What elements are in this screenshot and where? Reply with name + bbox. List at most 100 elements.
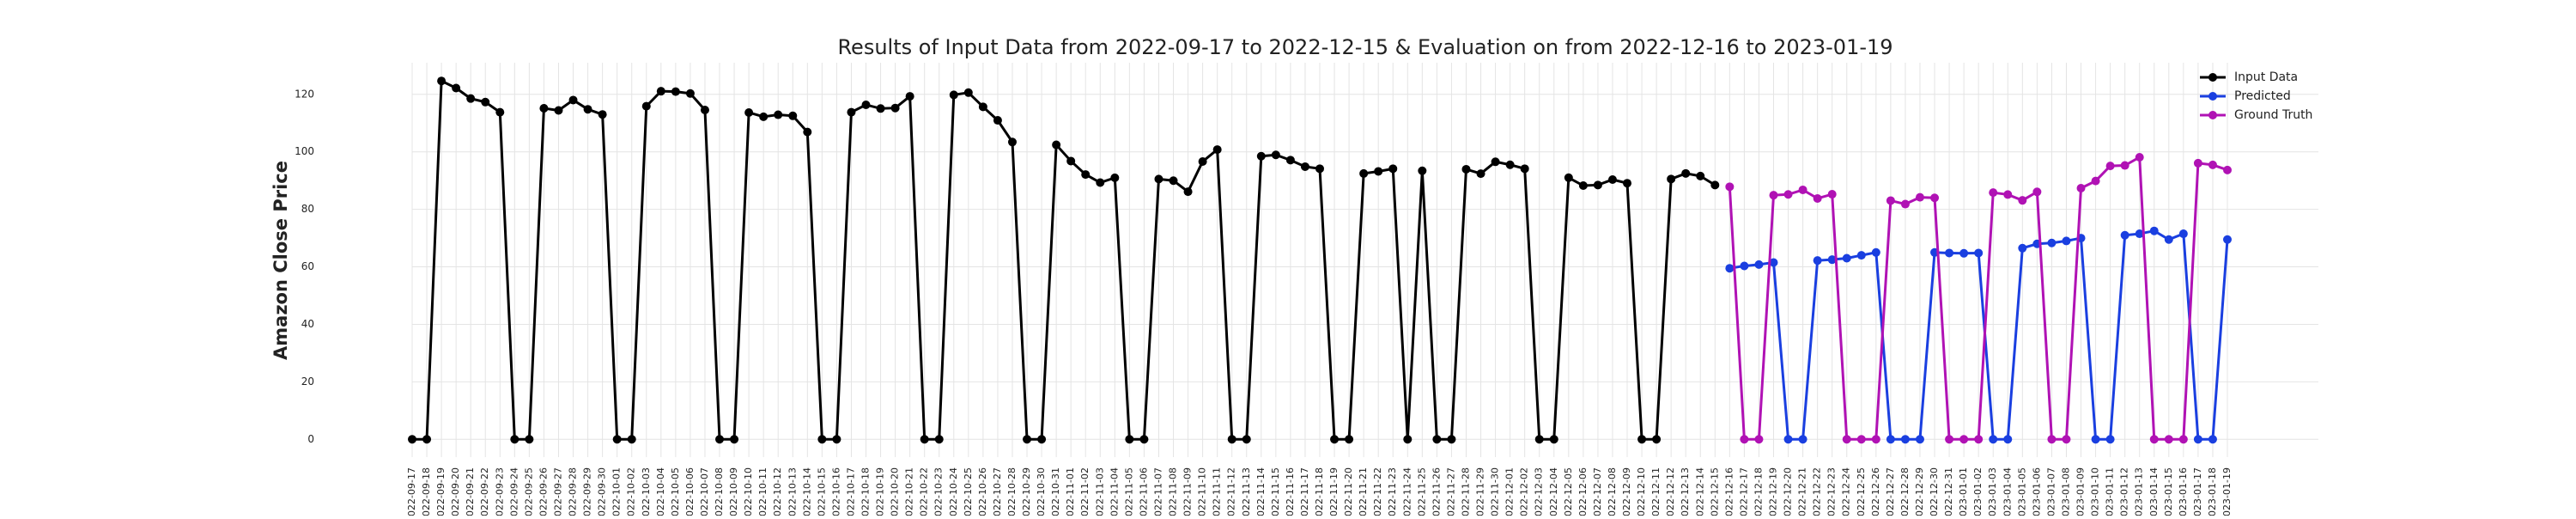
point (1856, 435, 1866, 444)
point (1989, 435, 1998, 444)
point (1667, 174, 1676, 184)
point (1564, 173, 1573, 182)
point (876, 104, 885, 113)
x-tick-label: 2022-10-11 (757, 467, 769, 516)
point (452, 83, 461, 93)
point (832, 435, 841, 444)
x-tick-label: 2022-10-30 (1036, 467, 1047, 516)
point (1989, 188, 1998, 198)
legend-marker (2208, 92, 2217, 101)
point (1169, 176, 1178, 186)
point (1359, 168, 1369, 178)
point (1754, 260, 1764, 269)
point (1886, 196, 1895, 205)
x-tick-label: 2023-01-12 (2119, 467, 2130, 516)
point (1798, 185, 1807, 194)
point (993, 116, 1002, 125)
x-tick-label: 2023-01-13 (2134, 467, 2145, 516)
point (1271, 150, 1280, 160)
x-tick-label: 2022-12-04 (1548, 467, 1559, 516)
x-tick-label: 2022-09-21 (465, 467, 476, 516)
x-tick-label: 2022-11-06 (1138, 467, 1149, 516)
x-tick-label: 2022-10-05 (670, 467, 681, 516)
point (861, 100, 871, 109)
point (730, 435, 739, 444)
x-tick-label: 2022-12-22 (1812, 467, 1823, 516)
x-tick-label: 2022-12-26 (1870, 467, 1881, 516)
point (978, 102, 987, 112)
point (2164, 235, 2173, 244)
x-tick-label: 2022-11-27 (1445, 467, 1456, 516)
x-tick-label: 2022-11-02 (1079, 467, 1091, 516)
x-tick-label: 2022-11-19 (1328, 467, 1340, 516)
point (1593, 180, 1602, 190)
x-tick-label: 2022-10-22 (919, 467, 930, 516)
point (2047, 435, 2057, 444)
x-tick-label: 2023-01-10 (2090, 467, 2101, 516)
point (2178, 229, 2188, 239)
legend-label: Ground Truth (2234, 108, 2312, 122)
x-tick-label: 2022-12-29 (1914, 467, 1925, 516)
point (744, 107, 754, 117)
x-tick-label: 2022-11-17 (1299, 467, 1310, 516)
x-tick-label: 2022-11-29 (1475, 467, 1486, 516)
y-tick-label: 80 (301, 203, 314, 215)
point (1242, 435, 1251, 444)
point (817, 435, 827, 444)
point (1637, 435, 1647, 444)
point (1900, 199, 1910, 209)
x-tick-label: 2022-12-25 (1856, 467, 1867, 516)
point (1285, 156, 1295, 165)
point (2193, 435, 2202, 444)
point (1154, 174, 1163, 184)
point (1740, 261, 1749, 271)
point (1769, 258, 1778, 267)
point (2208, 160, 2217, 169)
point (1827, 190, 1837, 199)
point (2076, 183, 2086, 192)
x-tick-label: 2022-09-18 (421, 467, 432, 516)
x-tick-label: 2022-10-07 (699, 467, 710, 516)
point (2047, 238, 2057, 247)
x-tick-label: 2022-12-03 (1534, 467, 1545, 516)
point (1315, 164, 1324, 174)
point (1007, 137, 1017, 147)
x-tick-label: 2022-10-06 (684, 467, 696, 516)
point (1461, 164, 1471, 174)
point (656, 87, 665, 96)
point (1578, 181, 1588, 191)
point (1798, 435, 1807, 444)
x-tick-label: 2023-01-02 (1972, 467, 1984, 516)
x-tick-label: 2022-09-22 (479, 467, 490, 516)
point (1959, 435, 1969, 444)
x-tick-label: 2023-01-04 (2002, 467, 2013, 516)
x-tick-label: 2022-09-19 (435, 467, 447, 516)
point (1681, 168, 1691, 178)
x-tick-label: 2022-12-11 (1650, 467, 1662, 516)
point (481, 97, 490, 107)
point (2135, 229, 2144, 239)
x-tick-label: 2022-10-16 (830, 467, 841, 516)
point (1300, 162, 1309, 171)
legend-label: Predicted (2234, 89, 2291, 103)
point (1652, 435, 1662, 444)
point (2105, 162, 2115, 171)
x-tick-label: 2023-01-01 (1958, 467, 1969, 516)
point (1476, 169, 1485, 179)
x-tick-label: 2022-11-16 (1285, 467, 1296, 516)
x-tick-label: 2023-01-15 (2163, 467, 2174, 516)
point (1607, 174, 1617, 184)
point (510, 435, 519, 444)
x-tick-label: 2022-11-23 (1387, 467, 1398, 516)
x-tick-label: 2022-10-27 (992, 467, 1003, 516)
point (1491, 157, 1500, 167)
x-tick-label: 2022-12-27 (1885, 467, 1896, 516)
point (2164, 435, 2173, 444)
point (2018, 243, 2027, 253)
x-tick-label: 2022-11-14 (1255, 467, 1267, 516)
point (2032, 187, 2042, 197)
point (1096, 178, 1105, 187)
point (1827, 255, 1837, 265)
point (1725, 182, 1735, 192)
x-tick-label: 2022-10-08 (714, 467, 725, 516)
